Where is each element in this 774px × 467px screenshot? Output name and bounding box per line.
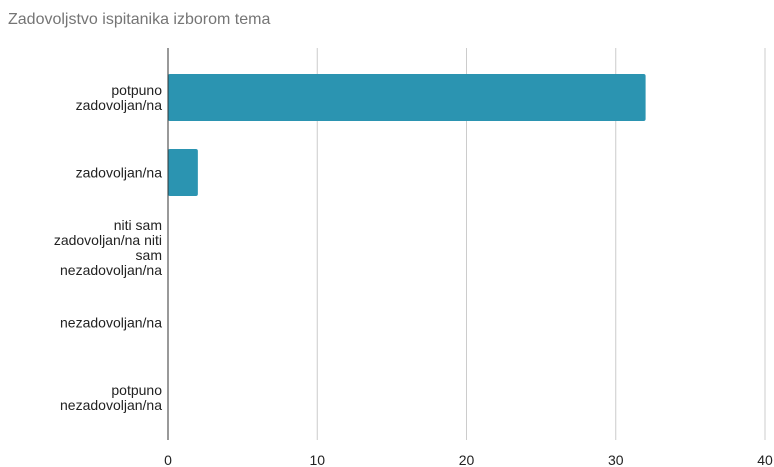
x-tick-label: 10 — [309, 452, 325, 467]
y-tick-label: zadovoljan/na — [75, 164, 162, 180]
x-tick-label: 40 — [757, 452, 773, 467]
y-tick-label: potpuno zadovoljan/na — [75, 81, 162, 113]
y-tick-label: nezadovoljan/na — [60, 314, 162, 330]
y-tick-label: potpuno nezadovoljan/na — [60, 381, 162, 413]
y-tick-label: niti sam zadovoljan/na niti sam nezadovo… — [53, 216, 162, 278]
x-tick-label: 30 — [608, 452, 624, 467]
x-tick-label: 20 — [459, 452, 475, 467]
bar — [168, 149, 198, 196]
bar — [168, 74, 646, 121]
x-tick-label: 0 — [164, 452, 172, 467]
chart-title: Zadovoljstvo ispitanika izborom tema — [8, 11, 270, 28]
